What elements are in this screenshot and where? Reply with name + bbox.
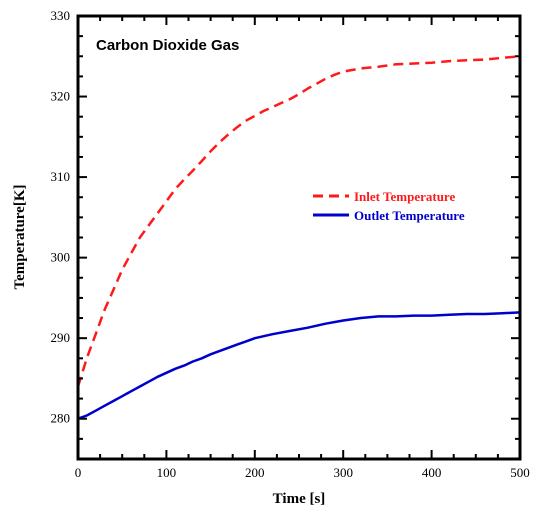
- plot-frame: [76, 14, 522, 461]
- x-tick-label: 300: [333, 465, 353, 480]
- y-axis-title: Temperature[K]: [12, 185, 28, 290]
- legend: Inlet Temperature Outlet Temperature: [313, 189, 465, 223]
- x-tick-label: 500: [510, 465, 530, 480]
- x-tick-label: 0: [75, 465, 82, 480]
- y-tick-label: 310: [51, 169, 71, 184]
- y-tick-label: 330: [51, 8, 71, 23]
- y-tick-label: 290: [51, 330, 71, 345]
- series-layer: [76, 55, 521, 420]
- chart-title: Carbon Dioxide Gas: [96, 37, 239, 54]
- plot-background: [78, 16, 520, 459]
- y-tick-label: 320: [51, 89, 71, 104]
- legend-label-outlet: Outlet Temperature: [354, 208, 465, 223]
- y-tick-label: 280: [51, 411, 71, 426]
- y-tick-label: 300: [51, 250, 71, 265]
- legend-label-inlet: Inlet Temperature: [354, 189, 455, 204]
- series-line-outlet: [77, 311, 521, 420]
- x-axis-title: Time [s]: [273, 491, 326, 507]
- x-tick-label: 200: [245, 465, 265, 480]
- series-line-inlet: [76, 55, 521, 387]
- x-tick-label: 100: [157, 465, 177, 480]
- x-tick-label: 400: [422, 465, 442, 480]
